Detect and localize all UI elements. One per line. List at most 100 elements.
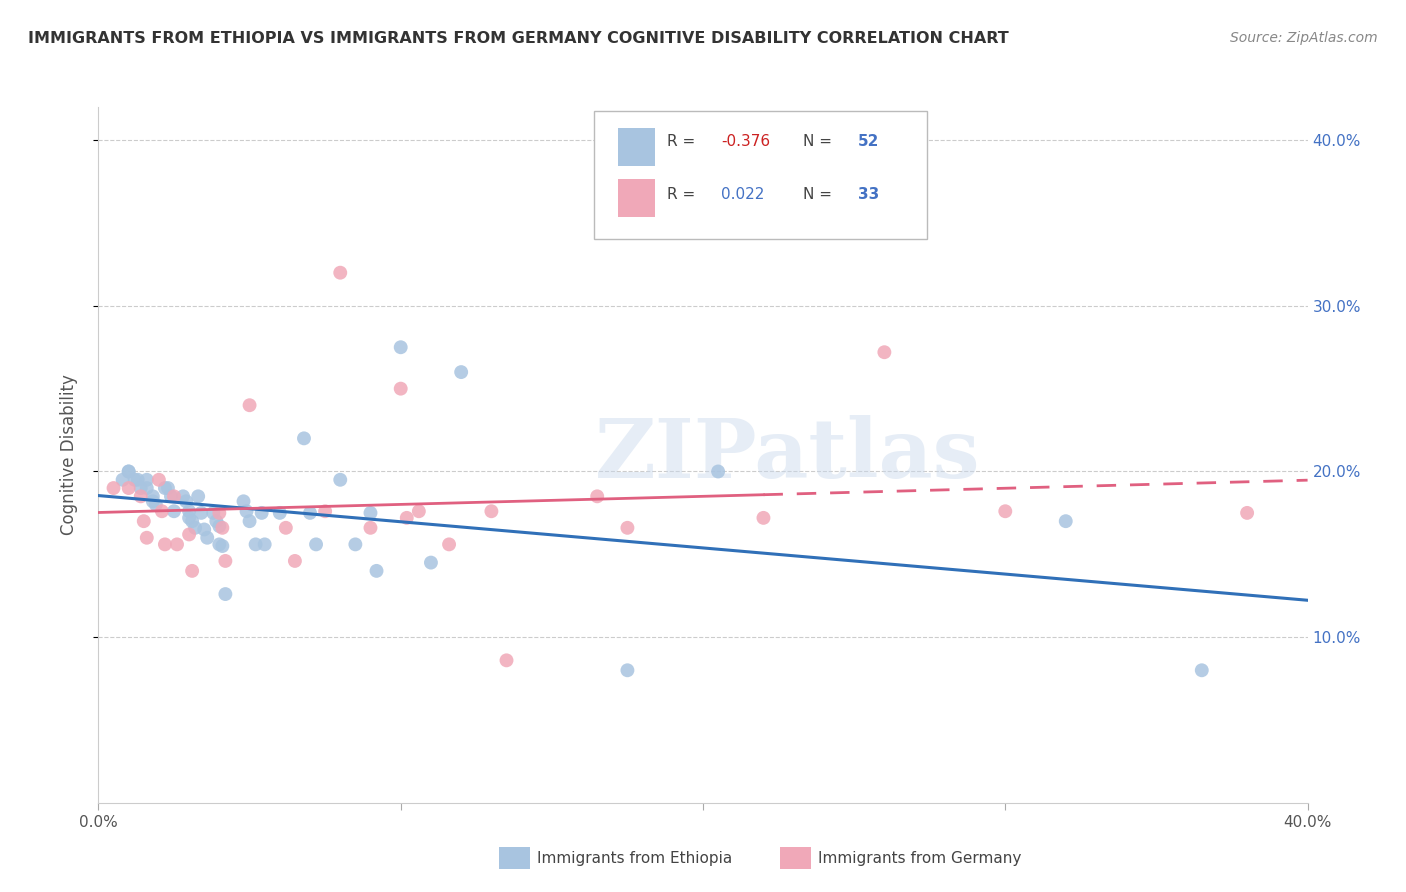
Text: N =: N = — [803, 135, 837, 149]
FancyBboxPatch shape — [595, 111, 927, 239]
Point — [214, 587, 236, 601]
Point — [450, 365, 472, 379]
Point — [495, 653, 517, 667]
Point — [389, 340, 412, 354]
Text: Immigrants from Ethiopia: Immigrants from Ethiopia — [537, 851, 733, 865]
Point — [172, 489, 194, 503]
Point — [235, 504, 257, 518]
Point — [187, 489, 209, 503]
Point — [205, 514, 228, 528]
Point — [202, 506, 225, 520]
Point — [314, 504, 336, 518]
Point — [239, 398, 262, 412]
Point — [135, 531, 157, 545]
Point — [129, 481, 152, 495]
Point — [305, 537, 328, 551]
Point — [360, 506, 382, 520]
Point — [873, 345, 896, 359]
Point — [239, 514, 262, 528]
Text: -0.376: -0.376 — [721, 135, 770, 149]
Point — [181, 564, 204, 578]
Text: 33: 33 — [858, 186, 879, 202]
Point — [994, 504, 1017, 518]
Point — [150, 504, 173, 518]
Point — [299, 506, 322, 520]
Point — [420, 556, 443, 570]
FancyBboxPatch shape — [619, 128, 655, 166]
Point — [153, 537, 176, 551]
Point — [344, 537, 367, 551]
Point — [118, 465, 141, 479]
Point — [1236, 506, 1258, 520]
Point — [174, 494, 197, 508]
Point — [156, 481, 179, 495]
Point — [1191, 663, 1213, 677]
Point — [211, 521, 233, 535]
Point — [329, 473, 352, 487]
Point — [181, 514, 204, 528]
Point — [111, 473, 134, 487]
Point — [752, 511, 775, 525]
Point — [179, 527, 201, 541]
Point — [118, 481, 141, 495]
Point — [214, 554, 236, 568]
Text: Source: ZipAtlas.com: Source: ZipAtlas.com — [1230, 31, 1378, 45]
Point — [135, 473, 157, 487]
Y-axis label: Cognitive Disability: Cognitive Disability — [59, 375, 77, 535]
Point — [292, 431, 315, 445]
Text: IMMIGRANTS FROM ETHIOPIA VS IMMIGRANTS FROM GERMANY COGNITIVE DISABILITY CORRELA: IMMIGRANTS FROM ETHIOPIA VS IMMIGRANTS F… — [28, 31, 1010, 46]
Point — [195, 531, 218, 545]
Point — [193, 523, 215, 537]
Point — [129, 489, 152, 503]
Text: Immigrants from Germany: Immigrants from Germany — [818, 851, 1022, 865]
Point — [329, 266, 352, 280]
Point — [366, 564, 388, 578]
Point — [616, 521, 638, 535]
Point — [179, 504, 201, 518]
Point — [269, 506, 291, 520]
Point — [208, 519, 231, 533]
Point — [184, 521, 207, 535]
Point — [232, 494, 254, 508]
Text: 52: 52 — [858, 135, 879, 149]
Text: R =: R = — [666, 186, 700, 202]
Point — [707, 465, 730, 479]
Point — [408, 504, 430, 518]
Point — [274, 521, 297, 535]
Point — [135, 481, 157, 495]
Point — [163, 504, 186, 518]
Point — [616, 663, 638, 677]
Point — [132, 514, 155, 528]
Point — [253, 537, 276, 551]
Point — [103, 481, 125, 495]
Point — [153, 481, 176, 495]
Point — [437, 537, 460, 551]
Point — [148, 473, 170, 487]
Point — [163, 489, 186, 503]
Point — [160, 489, 183, 503]
Point — [208, 537, 231, 551]
Point — [360, 521, 382, 535]
Point — [142, 489, 165, 503]
Point — [124, 473, 146, 487]
Point — [245, 537, 267, 551]
Text: ZIPatlas: ZIPatlas — [595, 415, 980, 495]
Point — [586, 489, 609, 503]
Point — [211, 539, 233, 553]
Point — [395, 511, 418, 525]
FancyBboxPatch shape — [619, 178, 655, 217]
Point — [142, 494, 165, 508]
Point — [284, 554, 307, 568]
Point — [481, 504, 503, 518]
Point — [118, 465, 141, 479]
Text: 0.022: 0.022 — [721, 186, 765, 202]
Point — [208, 506, 231, 520]
Point — [190, 506, 212, 520]
Point — [250, 506, 273, 520]
Text: N =: N = — [803, 186, 837, 202]
Point — [1054, 514, 1077, 528]
Point — [127, 473, 149, 487]
Point — [179, 511, 201, 525]
Point — [389, 382, 412, 396]
Point — [166, 537, 188, 551]
